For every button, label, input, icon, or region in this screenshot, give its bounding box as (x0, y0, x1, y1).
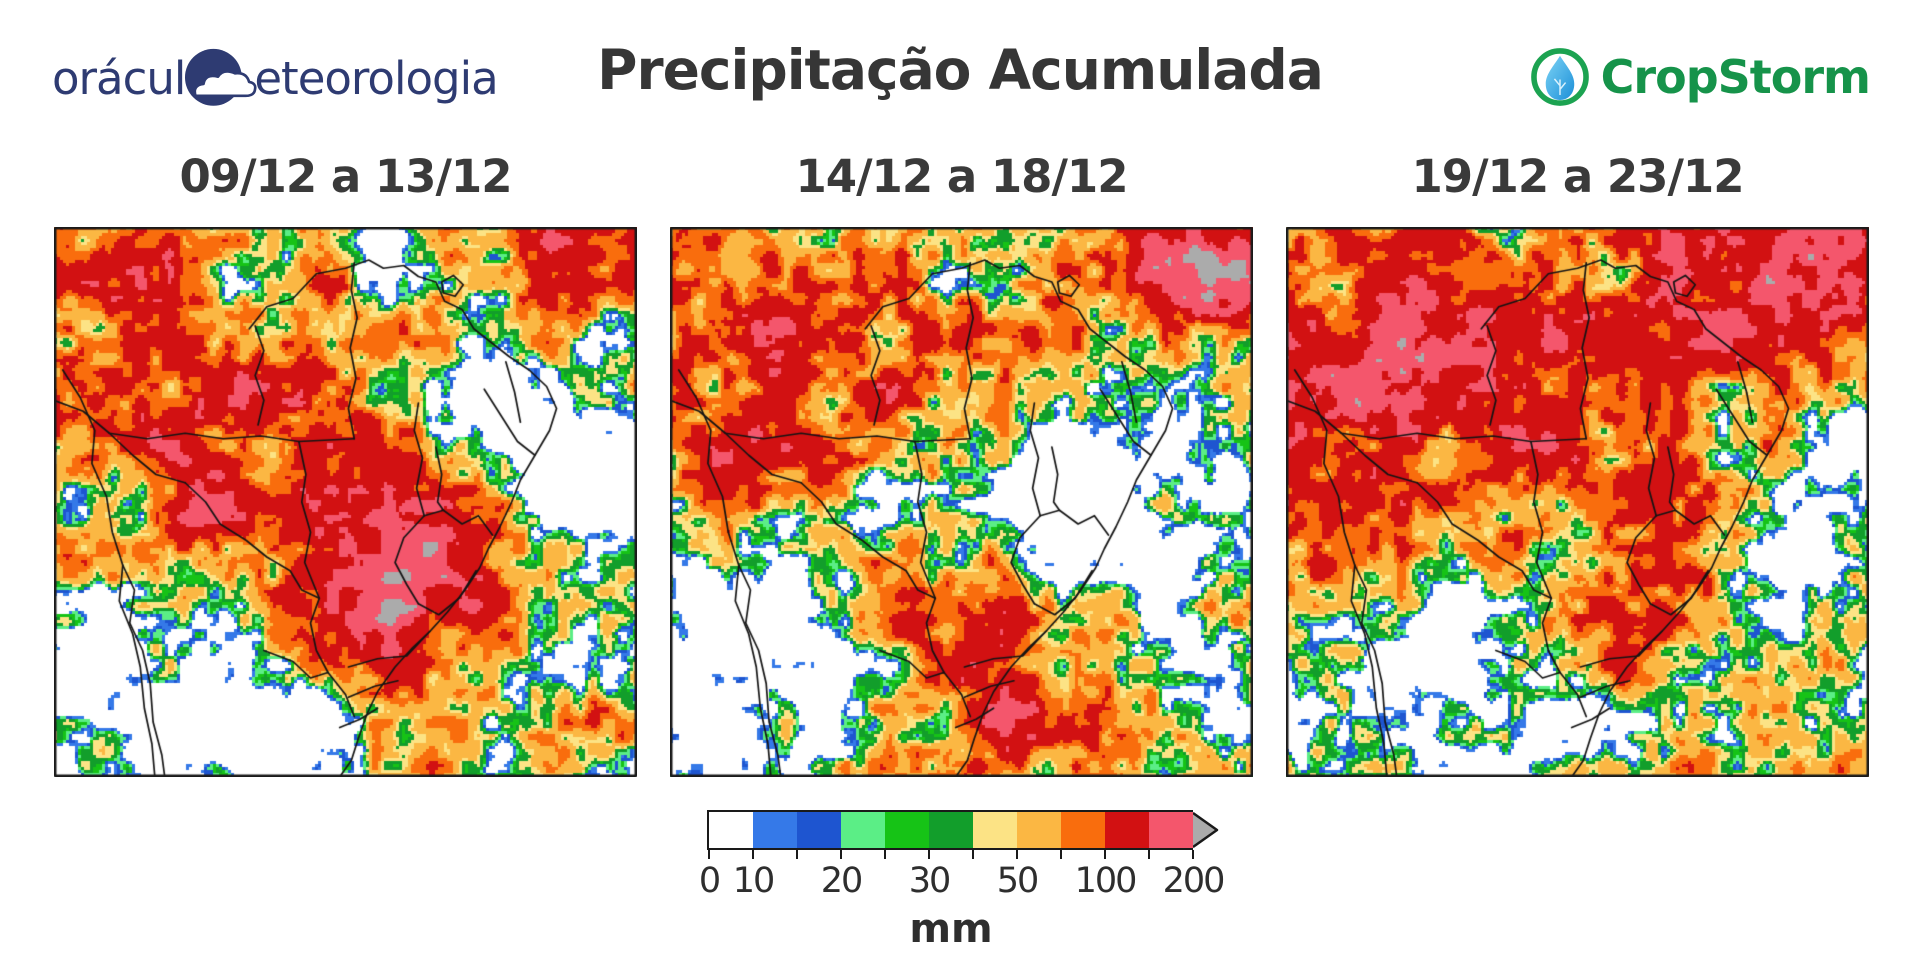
cropstorm-leaf-icon (1530, 48, 1589, 106)
legend-tick (752, 850, 754, 859)
legend-tick-label: 0 (698, 861, 721, 901)
legend-unit-label: mm (909, 906, 993, 952)
oraculo-cloud-icon (185, 48, 257, 106)
legend-tick-label: 200 (1162, 861, 1226, 901)
precip-map-canvas-3 (1286, 227, 1869, 777)
oraculo-logo: orácul eteorologia (52, 44, 499, 112)
legend-tick-label: 20 (820, 861, 864, 901)
legend-segment (973, 812, 1017, 848)
cropstorm-logo: CropStorm (1529, 46, 1871, 108)
color-scale-legend: 0 10 20 30 50 100 200 mm (699, 810, 1247, 955)
legend-segment (1017, 812, 1061, 848)
legend-tick (884, 850, 886, 859)
legend-segment (753, 812, 797, 848)
legend-tick (796, 850, 798, 859)
legend-tick (1192, 850, 1194, 859)
legend-segment (929, 812, 973, 848)
page-title: Precipitação Acumulada (597, 38, 1324, 102)
legend-tick (972, 850, 974, 859)
legend-segment (1105, 812, 1149, 848)
legend-tick-label: 50 (996, 861, 1040, 901)
legend-segment (797, 812, 841, 848)
cropstorm-label: CropStorm (1600, 50, 1871, 104)
legend-segment (709, 812, 753, 848)
legend-tick (1016, 850, 1018, 859)
legend-tick-label: 30 (908, 861, 952, 901)
forecast-panel-1: 09/12 a 13/12 (54, 150, 637, 777)
panel-2-date-range: 14/12 a 18/12 (795, 150, 1128, 203)
legend-bar (707, 810, 1193, 850)
forecast-panel-2: 14/12 a 18/12 (670, 150, 1253, 777)
oraculo-logo-text-start: orácul (52, 51, 186, 105)
legend-tick-label: 100 (1074, 861, 1138, 901)
panel-1-date-range: 09/12 a 13/12 (179, 150, 512, 203)
legend-tick (840, 850, 842, 859)
legend-segment (885, 812, 929, 848)
legend-tick (1060, 850, 1062, 859)
legend-segment (1149, 812, 1193, 848)
legend-tick-label: 10 (732, 861, 776, 901)
oraculo-logo-text-end: eteorologia (254, 51, 498, 105)
precip-map-canvas-2 (670, 227, 1253, 777)
legend-segment (1061, 812, 1105, 848)
forecast-panel-3: 19/12 a 23/12 (1286, 150, 1869, 777)
legend-tick (1148, 850, 1150, 859)
legend-tick (928, 850, 930, 859)
legend-tick (708, 850, 710, 859)
legend-segment (841, 812, 885, 848)
panel-3-date-range: 19/12 a 23/12 (1411, 150, 1744, 203)
legend-tick (1104, 850, 1106, 859)
precip-map-canvas-1 (54, 227, 637, 777)
legend-overflow-arrow-icon (1193, 812, 1219, 848)
